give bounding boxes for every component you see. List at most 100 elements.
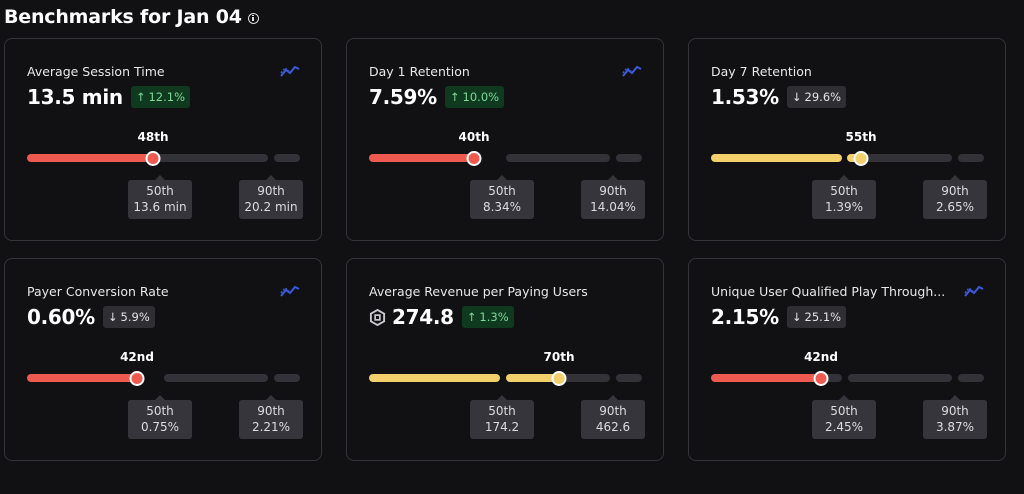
percentile-bar-segment-low [823, 374, 842, 382]
benchmark-card-day7-retention: Day 7 Retention 1.53% ↓ 29.6% 55th 50th 1.… [688, 38, 1006, 241]
p90-label: 90th [941, 404, 969, 418]
current-percentile: 48th [137, 130, 169, 144]
trend-chart-icon[interactable] [622, 64, 642, 78]
trend-chart-icon[interactable] [280, 64, 300, 78]
percentile-bar-segment-top [958, 154, 984, 162]
percentile-bar-fill [369, 154, 474, 162]
percentile-bar-fill [369, 374, 500, 382]
change-badge: ↑ 1.3% [461, 306, 514, 328]
p90-tooltip: 90th 14.04% [581, 175, 645, 219]
metric-value: 1.53% [711, 85, 779, 109]
percentile-bar-fill [27, 154, 153, 162]
p90-label: 90th [599, 404, 627, 418]
percentile-bar-segment-top [958, 374, 984, 382]
arrow-up-icon: ↑ [466, 310, 477, 324]
p50-label: 50th [488, 184, 516, 198]
card-title: Average Revenue per Paying Users [369, 284, 588, 299]
change-badge: ↓ 5.9% [102, 306, 155, 328]
change-value: 10.0% [462, 90, 500, 104]
trend-chart-icon[interactable] [280, 284, 300, 298]
percentile-bar-fill [711, 154, 842, 162]
percentile-bar-segment-mid [848, 374, 952, 382]
p50-label: 50th [146, 404, 174, 418]
card-title: Unique User Qualified Play Through... [711, 284, 946, 299]
p50-tooltip: 50th 0.75% [128, 395, 192, 439]
percentile-marker[interactable] [466, 151, 482, 166]
percentile-bar-segment-top [274, 374, 300, 382]
p50-value: 174.2 [484, 420, 520, 434]
p90-tooltip: 90th 2.21% [239, 395, 303, 439]
arrow-up-icon: ↑ [449, 90, 460, 104]
percentile-bar-segment-mid [506, 154, 610, 162]
p50-value: 2.45% [824, 420, 864, 434]
p50-label: 50th [488, 404, 516, 418]
page-title: Benchmarks for Jan 04 [4, 6, 242, 28]
value-row: 13.5 min ↑ 12.1% [27, 85, 191, 109]
p90-value: 2.65% [935, 200, 975, 214]
p90-label: 90th [599, 184, 627, 198]
p90-tooltip: 90th 2.65% [923, 175, 987, 219]
percentile-marker[interactable] [853, 151, 869, 166]
info-icon[interactable] [247, 12, 259, 24]
change-badge: ↑ 10.0% [444, 86, 505, 108]
p50-value: 1.39% [824, 200, 864, 214]
percentile-bar-segment-top [274, 154, 300, 162]
p90-value: 14.04% [590, 200, 636, 214]
current-percentile: 42nd [804, 350, 838, 364]
p90-tooltip: 90th 462.6 [581, 395, 645, 439]
percentile-bar-fill [27, 374, 137, 382]
percentile-bar-segment-mid [861, 154, 952, 162]
percentile-bar-segment-mid [164, 374, 268, 382]
arrow-down-icon: ↓ [791, 90, 802, 104]
percentile-bar-segment-mid [559, 374, 610, 382]
arrow-down-icon: ↓ [107, 310, 118, 324]
current-percentile: 55th [845, 130, 877, 144]
p90-value: 462.6 [595, 420, 631, 434]
current-percentile: 40th [458, 130, 490, 144]
percentile-marker[interactable] [551, 371, 567, 386]
value-row: 0.60% ↓ 5.9% [27, 305, 155, 329]
card-title: Day 1 Retention [369, 64, 470, 79]
card-title: Average Session Time [27, 64, 165, 79]
p90-value: 20.2 min [244, 200, 298, 214]
p90-tooltip: 90th 20.2 min [239, 175, 303, 219]
card-title: Day 7 Retention [711, 64, 812, 79]
change-badge: ↓ 29.6% [786, 86, 847, 108]
page-header: Benchmarks for Jan 04 [4, 4, 259, 30]
p50-value: 8.34% [482, 200, 522, 214]
change-value: 5.9% [120, 310, 150, 324]
metric-value: 2.15% [711, 305, 779, 329]
card-title: Payer Conversion Rate [27, 284, 169, 299]
p90-label: 90th [257, 184, 285, 198]
p50-tooltip: 50th 8.34% [470, 175, 534, 219]
percentile-bar-segment-top [616, 374, 642, 382]
benchmark-card-average-revenue-per-paying-users: Average Revenue per Paying Users 274.8 ↑… [346, 258, 664, 461]
trend-chart-icon[interactable] [964, 284, 984, 298]
metric-value: 13.5 min [27, 85, 123, 109]
p90-value: 2.21% [251, 420, 291, 434]
percentile-bar-segment-top [616, 154, 642, 162]
percentile-bar-segment-mid [154, 154, 268, 162]
change-value: 29.6% [804, 90, 842, 104]
p50-tooltip: 50th 13.6 min [128, 175, 192, 219]
p90-tooltip: 90th 3.87% [923, 395, 987, 439]
percentile-marker[interactable] [145, 151, 161, 166]
change-value: 1.3% [479, 310, 509, 324]
robux-icon [369, 308, 386, 326]
arrow-up-icon: ↑ [135, 90, 146, 104]
percentile-bar-fill-above-median [506, 374, 559, 382]
value-row: 274.8 ↑ 1.3% [369, 305, 514, 329]
change-value: 25.1% [804, 310, 842, 324]
arrow-down-icon: ↓ [791, 310, 802, 324]
p50-value: 13.6 min [133, 200, 187, 214]
benchmark-card-unique-user-qualified-play-through: Unique User Qualified Play Through... 2.… [688, 258, 1006, 461]
percentile-marker[interactable] [129, 371, 145, 386]
metric-value: 0.60% [27, 305, 95, 329]
metric-value: 274.8 [392, 305, 454, 329]
current-percentile: 70th [543, 350, 575, 364]
p50-tooltip: 50th 1.39% [812, 175, 876, 219]
current-percentile: 42nd [120, 350, 154, 364]
percentile-marker[interactable] [813, 371, 829, 386]
p50-label: 50th [830, 404, 858, 418]
p50-label: 50th [830, 184, 858, 198]
